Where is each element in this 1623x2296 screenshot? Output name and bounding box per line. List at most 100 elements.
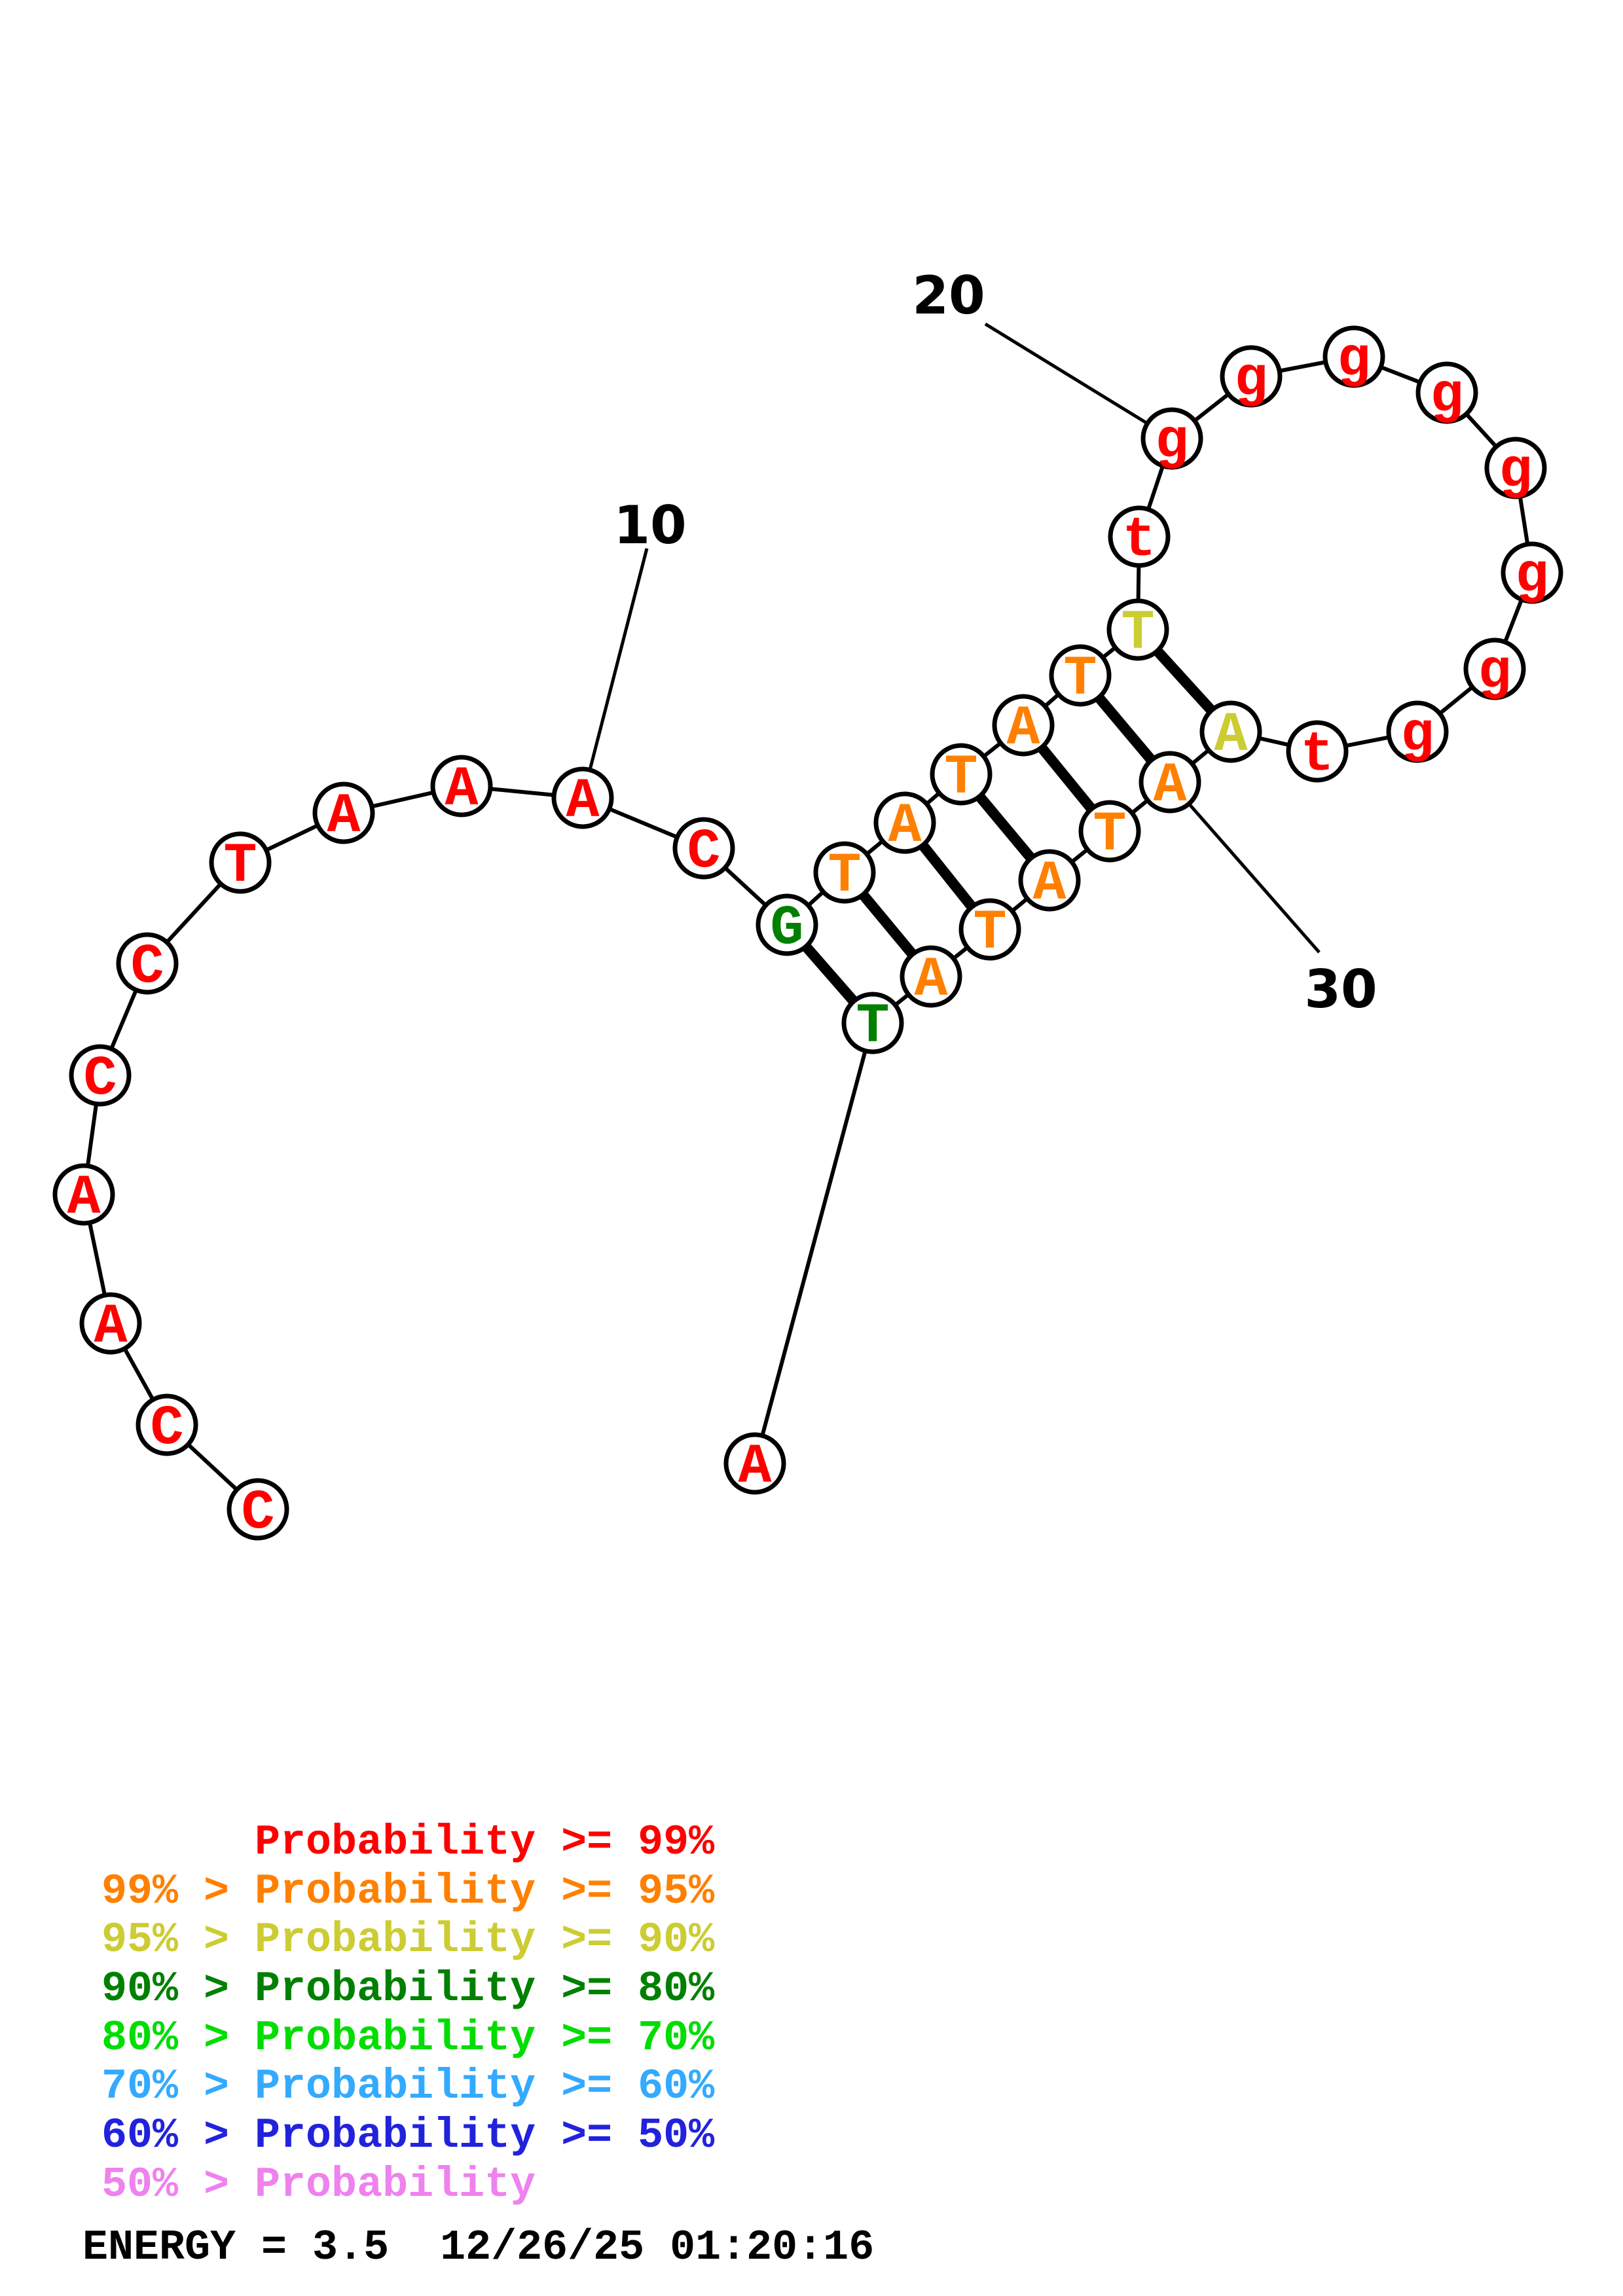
nucleotide-circle xyxy=(1139,751,1201,814)
nucleotide-18-T: T xyxy=(1106,598,1169,665)
nucleotide-circle xyxy=(227,1478,289,1541)
nucleotide-circle xyxy=(312,781,375,844)
nucleotide-14-A: A xyxy=(873,791,936,858)
nucleotide-circle xyxy=(1501,541,1563,604)
nucleotide-17-T: T xyxy=(1049,644,1112,711)
legend-row-80to90: 90% > Probability >= 80% xyxy=(101,1965,715,2014)
backbone-link-35-36 xyxy=(753,1022,875,1464)
nucleotide-circle xyxy=(841,992,904,1054)
nucleotide-20-g: g xyxy=(1140,407,1203,474)
nucleotide-21-g: g xyxy=(1220,345,1283,412)
nucleotide-letter: T xyxy=(973,901,1006,965)
nucleotide-circle xyxy=(69,1044,132,1107)
nucleotide-circle xyxy=(136,1393,198,1456)
position-label-20: 20 xyxy=(912,265,985,326)
nucleotide-circle xyxy=(1108,505,1171,568)
nucleotide-letter: C xyxy=(241,1481,274,1545)
nucleotide-letter: T xyxy=(856,995,889,1058)
nucleotide-circle xyxy=(1484,437,1547,499)
nucleotide-letter: C xyxy=(130,935,164,999)
nucleotide-35-T: T xyxy=(841,992,904,1058)
nucleotide-circle xyxy=(813,841,876,904)
nucleotide-circle xyxy=(52,1163,115,1226)
nucleotide-circle xyxy=(1220,345,1283,408)
nucleotide-letter: T xyxy=(1093,803,1126,867)
nucleotide-24-g: g xyxy=(1484,437,1547,503)
nucleotide-letter: T xyxy=(828,844,861,908)
nucleotide-circle xyxy=(430,755,493,817)
nucleotide-circle xyxy=(1018,849,1081,912)
legend-row-lt50: 50% > Probability xyxy=(101,2160,536,2209)
nucleotide-letter: A xyxy=(445,758,479,821)
nucleotide-letter: A xyxy=(67,1166,101,1230)
label-pointer-line-10 xyxy=(581,548,649,798)
nucleotide-3-A: A xyxy=(79,1292,142,1359)
nucleotide-circle xyxy=(672,817,735,880)
nucleotide-29-A: A xyxy=(1199,700,1262,767)
nucleotide-16-A: A xyxy=(992,694,1055,761)
nucleotide-letter: g xyxy=(1337,329,1370,392)
probability-legend: Probability >= 99% 99% > Probability >= … xyxy=(101,1818,714,2210)
nucleotide-letter: g xyxy=(1430,365,1463,428)
legend-row-95to99: 99% > Probability >= 95% xyxy=(101,1867,715,1916)
nucleotide-letter: T xyxy=(1063,647,1097,711)
nucleotide-30-A: A xyxy=(1139,751,1201,817)
nucleotide-circle xyxy=(1386,700,1449,763)
nucleotide-circle xyxy=(930,743,993,806)
nucleotide-9-A: A xyxy=(430,755,493,821)
nucleotide-7-T: T xyxy=(209,831,272,898)
nucleotide-letter: T xyxy=(1121,601,1154,665)
legend-row-50to60: 60% > Probability >= 50% xyxy=(101,2111,715,2161)
nucleotide-circle xyxy=(958,898,1021,961)
energy-line: ENERGY = 3.5 12/26/25 01:20:16 xyxy=(82,2223,875,2272)
nucleotide-letter: A xyxy=(888,795,922,858)
label-pointer-line-20 xyxy=(984,322,1173,440)
nucleotide-10-A: A xyxy=(551,766,614,833)
nucleotide-letter: g xyxy=(1234,348,1267,412)
nucleotide-letter: A xyxy=(738,1435,772,1499)
legend-row-90to95: 95% > Probability >= 90% xyxy=(101,1916,715,1965)
nucleotide-circle xyxy=(79,1292,142,1355)
nucleotide-4-A: A xyxy=(52,1163,115,1230)
legend-row-70to80: 80% > Probability >= 70% xyxy=(101,2013,715,2062)
nucleotide-13-T: T xyxy=(813,841,876,908)
nucleotide-letter: C xyxy=(687,820,720,884)
nucleotide-28-t: t xyxy=(1286,720,1349,787)
nucleotide-letter: g xyxy=(1155,410,1188,474)
legend-row-ge99: Probability >= 99% xyxy=(255,1818,715,1867)
nucleotide-letter: t xyxy=(1300,723,1334,787)
nucleotide-letter: A xyxy=(914,948,948,1012)
legend-row-60to70: 70% > Probability >= 60% xyxy=(101,2062,715,2111)
nucleotide-circle xyxy=(116,932,179,995)
nucleotide-circle xyxy=(992,694,1055,757)
nucleotide-15-T: T xyxy=(930,743,993,810)
nucleotide-letter: C xyxy=(150,1397,183,1460)
nucleotide-letter: A xyxy=(1006,697,1040,761)
nucleotide-letter: A xyxy=(1214,704,1248,767)
nucleotide-circle xyxy=(551,766,614,829)
nucleotide-circle xyxy=(1199,700,1262,763)
nucleotide-circle xyxy=(1286,720,1349,783)
nucleotide-circle xyxy=(900,945,962,1008)
nucleotide-letter: t xyxy=(1122,509,1156,572)
nucleotide-letter: A xyxy=(327,785,361,848)
nucleotide-12-G: G xyxy=(756,893,818,960)
nucleotide-letter: A xyxy=(1032,852,1067,916)
nucleotide-circle xyxy=(209,831,272,894)
nucleotide-22-g: g xyxy=(1322,325,1385,392)
nucleotide-34-A: A xyxy=(900,945,962,1012)
nucleotide-circle xyxy=(873,791,936,854)
label-pointer-line-30 xyxy=(1169,781,1321,954)
nucleotide-circle xyxy=(1322,325,1385,388)
nucleotide-letter: g xyxy=(1400,704,1434,767)
nucleotide-letter: A xyxy=(566,770,600,833)
nucleotide-letter: g xyxy=(1515,545,1548,608)
nucleotide-33-T: T xyxy=(958,898,1021,965)
nucleotide-19-t: t xyxy=(1108,505,1171,572)
nucleotide-circle xyxy=(1106,598,1169,661)
nucleotide-letter: T xyxy=(223,834,257,898)
nucleotide-circle xyxy=(1463,637,1526,700)
nucleotide-letter: A xyxy=(94,1295,128,1359)
